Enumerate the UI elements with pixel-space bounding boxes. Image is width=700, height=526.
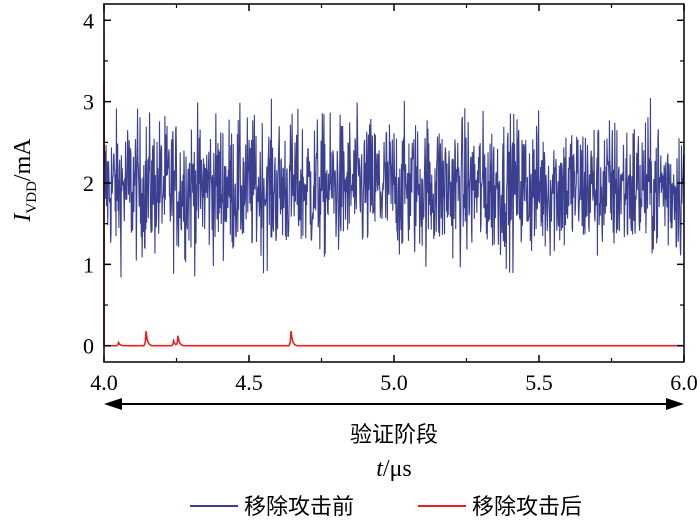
x-tick-label: 5.5 — [525, 370, 553, 395]
y-tick-label: 1 — [83, 252, 94, 277]
series-before-line — [103, 3, 685, 346]
legend: 移除攻击前 移除攻击后 — [190, 495, 582, 520]
y-axis-label-sub: VDD — [24, 181, 40, 214]
x-axis-label: t/μs — [376, 456, 412, 482]
y-tick-label: 4 — [83, 8, 94, 33]
x-tick-label: 6.0 — [670, 370, 698, 395]
x-axis-label-unit: /μs — [383, 456, 412, 482]
legend-label-before: 移除攻击前 — [244, 495, 354, 520]
x-tick-label: 4.5 — [235, 370, 263, 395]
y-axis-label-unit: /mA — [10, 138, 36, 181]
legend-label-after: 移除攻击后 — [472, 495, 582, 520]
y-tick-label: 2 — [83, 171, 94, 196]
plot-area — [103, 3, 685, 347]
series-after-line — [103, 81, 684, 347]
x-tick-label: 4.0 — [90, 370, 118, 395]
phase-arrow — [104, 398, 684, 410]
y-tick-label: 3 — [83, 90, 94, 115]
x-axis-label-var: t — [376, 456, 384, 482]
y-tick-label: 0 — [83, 334, 94, 359]
axes: 4.0 4.5 5.0 5.5 6.0 0 1 2 3 4 — [83, 3, 698, 395]
y-axis-label-var: I — [10, 213, 36, 223]
y-axis-label: IVDD/mA — [10, 138, 40, 223]
phase-label: 验证阶段 — [350, 423, 438, 448]
x-tick-label: 5.0 — [380, 370, 408, 395]
